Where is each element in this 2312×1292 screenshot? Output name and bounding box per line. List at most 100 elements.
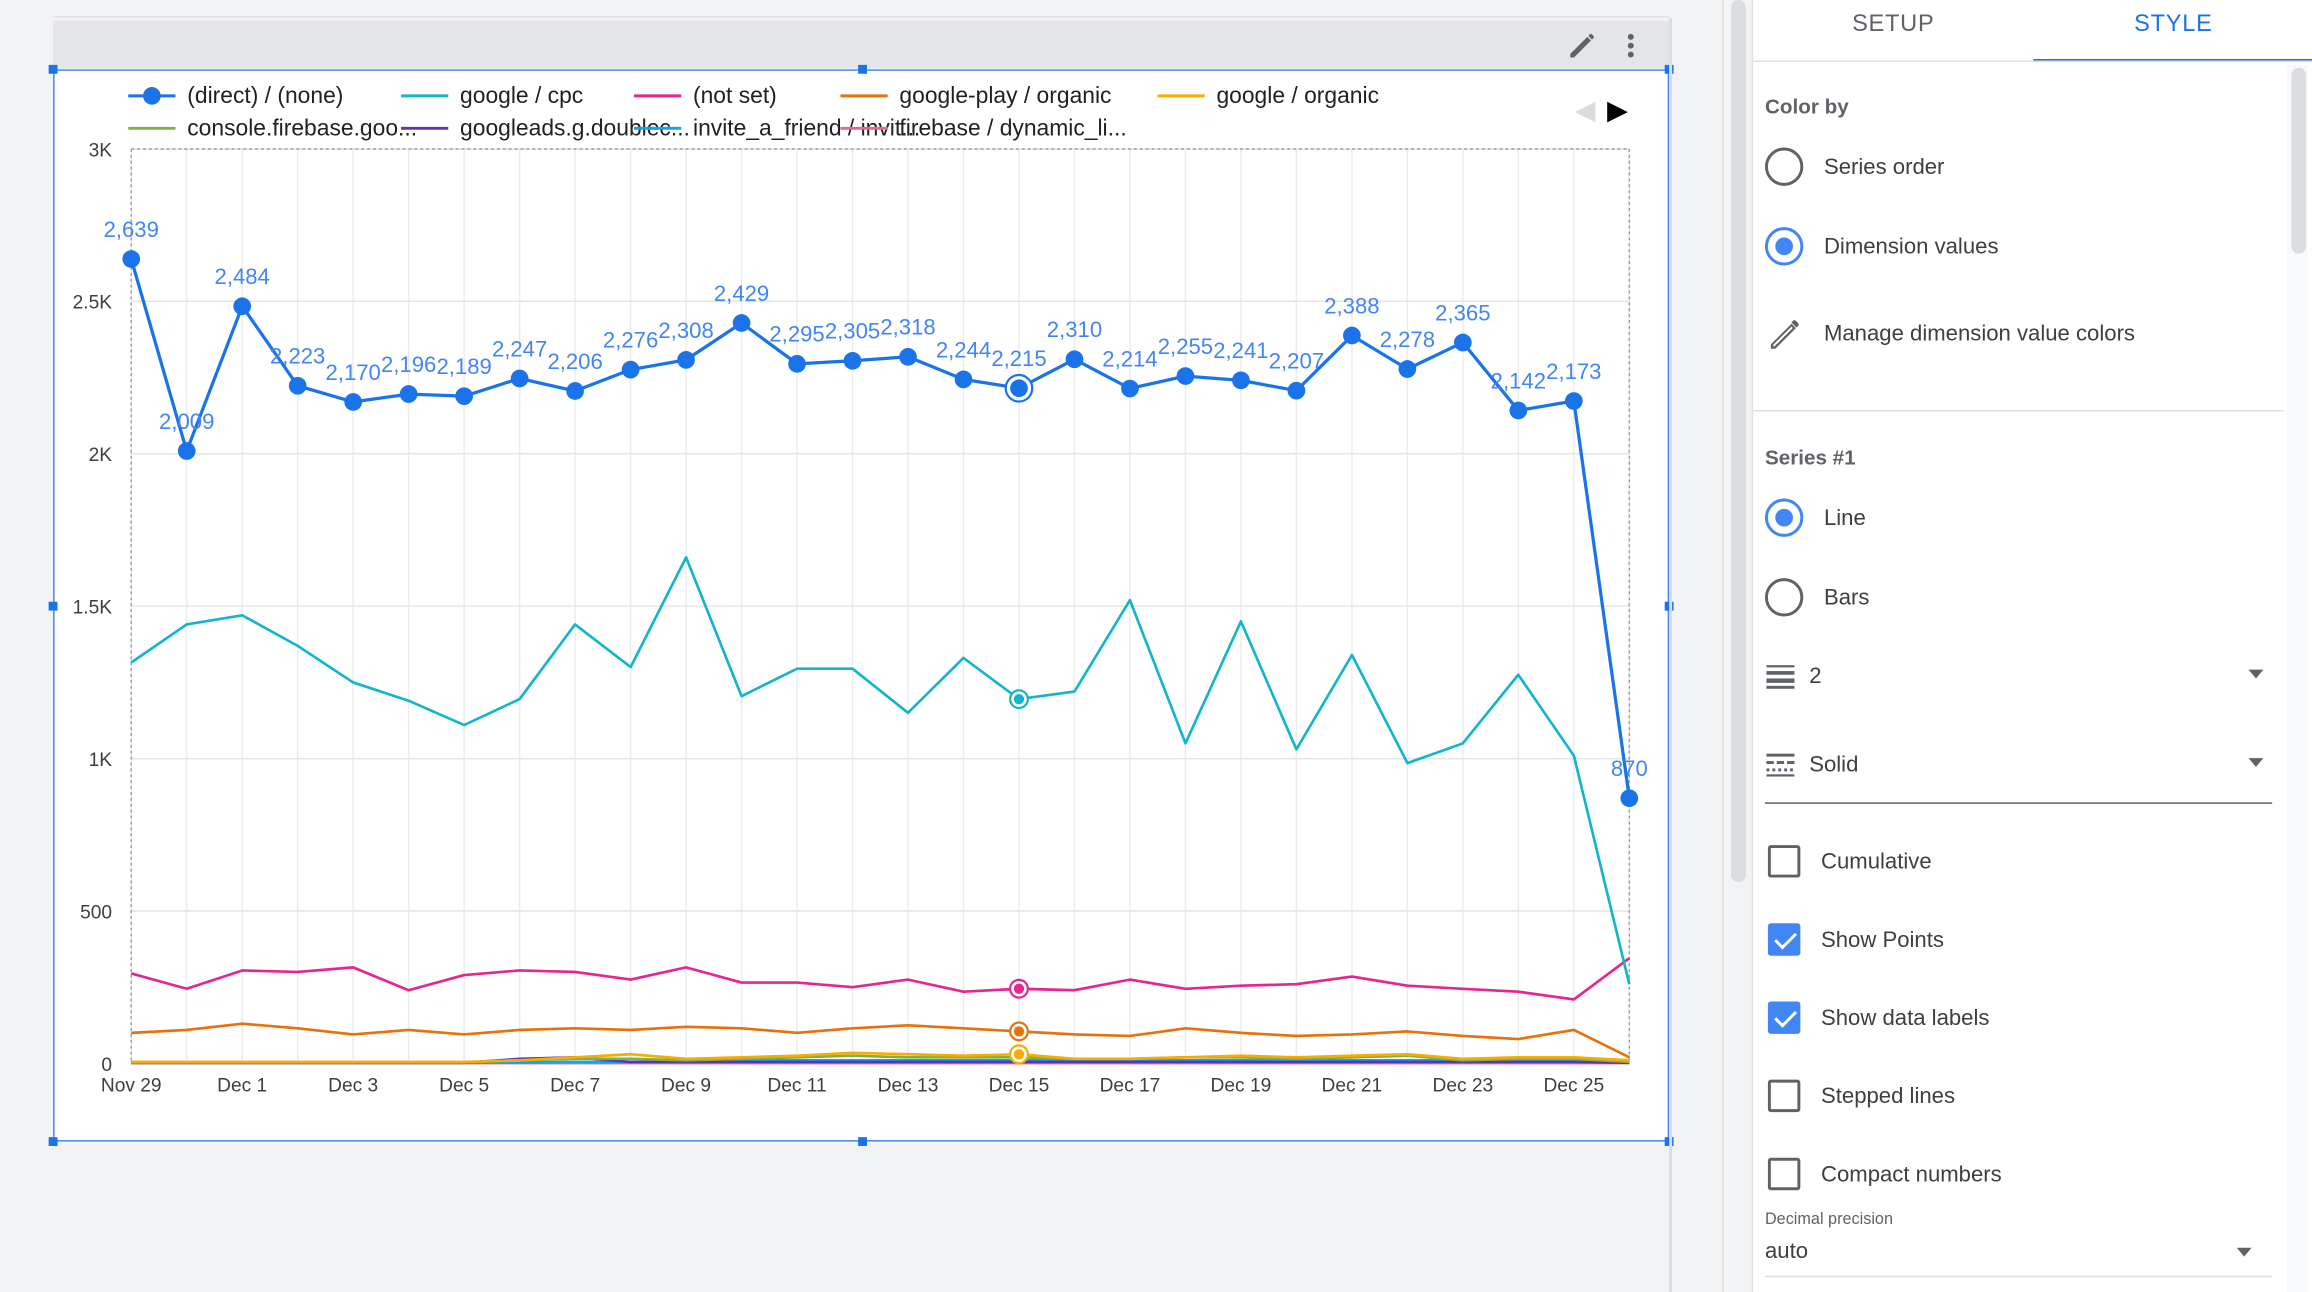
data-point <box>566 382 584 400</box>
resize-handle-top-left[interactable] <box>48 64 58 74</box>
legend-label: (direct) / (none) <box>187 82 343 108</box>
data-label: 2,241 <box>1213 338 1268 363</box>
x-tick-label: Dec 9 <box>661 1075 711 1096</box>
hover-marker-dot <box>1013 1049 1025 1060</box>
chart-svg: 0 500 1K 1.5K 2K 2.5K 3K Nov 29 Dec 1 Dec 3 Dec 5 D… <box>73 82 1648 1096</box>
legend-label: console.firebase.goo... <box>187 115 417 141</box>
chart-header-bar <box>53 20 1670 68</box>
radio-button[interactable] <box>1764 147 1804 186</box>
color-by-dimension-values-option[interactable]: Dimension values <box>1764 224 1999 268</box>
y-tick-label: 1.5K <box>73 598 113 619</box>
checkbox-checked[interactable] <box>1767 923 1801 956</box>
more-vert-icon[interactable] <box>1615 29 1647 61</box>
radio-button-selected[interactable] <box>1764 227 1804 266</box>
data-label: 2,206 <box>547 349 602 374</box>
checkbox[interactable] <box>1767 1079 1801 1113</box>
x-tick-label: Dec 7 <box>550 1075 600 1096</box>
series-line-option[interactable]: Line <box>1764 496 1866 540</box>
data-label: 2,318 <box>880 315 935 340</box>
panel-scrollbar-thumb[interactable] <box>2291 67 2307 254</box>
legend-label: google-play / organic <box>899 82 1111 108</box>
data-point <box>954 370 973 389</box>
y-tick-label: 3K <box>89 140 113 161</box>
data-point <box>1232 371 1250 390</box>
x-tick-label: Dec 3 <box>328 1075 378 1096</box>
pencil-icon[interactable] <box>1566 29 1598 61</box>
data-point <box>510 369 529 388</box>
data-label: 2,429 <box>714 281 769 306</box>
hover-marker-dot <box>1013 983 1025 994</box>
select-underline <box>1764 1275 2273 1278</box>
series-line <box>129 258 1631 799</box>
radio-button[interactable] <box>1764 578 1804 617</box>
decimal-precision-select[interactable]: auto <box>1753 1227 2260 1274</box>
compact-numbers-checkbox-row[interactable]: Compact numbers <box>1765 1152 2002 1196</box>
triangle-right-icon <box>1607 101 1628 123</box>
checkbox-label: Stepped lines <box>1820 1083 1956 1109</box>
canvas-scrollbar-thumb[interactable] <box>1731 0 1746 882</box>
data-point <box>1010 379 1028 398</box>
resize-handle-bottom-left[interactable] <box>48 1137 58 1146</box>
radio-button-selected[interactable] <box>1764 498 1804 537</box>
data-point <box>1121 379 1139 398</box>
manage-dimension-colors-link[interactable]: Manage dimension value colors <box>1765 311 2135 355</box>
data-point <box>1398 360 1417 378</box>
checkbox-label: Show Points <box>1820 926 1944 953</box>
data-point <box>1176 367 1195 385</box>
time-series-chart[interactable]: 0 500 1K 1.5K 2K 2.5K 3K Nov 29 Dec 1 Dec 3 Dec 5 D… <box>53 69 1670 1142</box>
series-1-title: Series #1 <box>1764 445 1856 470</box>
canvas-boundary <box>1669 17 1673 1292</box>
y-tick-label: 500 <box>80 902 112 923</box>
data-point <box>1564 392 1583 410</box>
tab-style[interactable]: STYLE <box>2033 0 2312 62</box>
data-label: 2,305 <box>825 319 880 344</box>
data-point <box>1454 333 1472 352</box>
data-label: 2,207 <box>1269 349 1324 374</box>
data-point <box>233 297 252 316</box>
resize-handle-top[interactable] <box>858 64 867 74</box>
hover-marker-dot <box>1013 1026 1025 1037</box>
properties-panel: SETUP STYLE Color by Series order Dimens… <box>1751 0 2312 1292</box>
resize-handle-left[interactable] <box>48 601 58 611</box>
x-tick-label: Dec 1 <box>217 1075 267 1096</box>
data-point <box>288 376 307 395</box>
stepped-lines-checkbox-row[interactable]: Stepped lines <box>1765 1074 1955 1118</box>
checkbox[interactable] <box>1767 1157 1801 1191</box>
select-underline <box>1764 802 2273 804</box>
data-label: 2,009 <box>159 409 214 434</box>
tab-setup[interactable]: SETUP <box>1852 11 1935 37</box>
manage-colors-label: Manage dimension value colors <box>1823 320 2135 346</box>
data-point <box>1065 350 1084 369</box>
y-tick-label: 1K <box>89 750 113 771</box>
data-label: 2,310 <box>1047 317 1102 342</box>
series-bars-option[interactable]: Bars <box>1764 575 1869 619</box>
panel-scrollbar[interactable] <box>2286 64 2308 1292</box>
line-weight-select[interactable]: 2 <box>1765 649 2272 702</box>
cumulative-checkbox-row[interactable]: Cumulative <box>1765 839 1932 883</box>
triangle-left-icon <box>1574 101 1596 123</box>
series-line <box>131 1051 1630 1064</box>
data-label: 2,196 <box>381 352 436 377</box>
data-label: 2,639 <box>104 217 159 242</box>
data-point <box>344 393 363 411</box>
line-style-icon <box>1766 753 1795 777</box>
data-label: 2,388 <box>1324 293 1379 318</box>
x-tick-label: Dec 17 <box>1100 1075 1161 1096</box>
show-data-labels-checkbox-row[interactable]: Show data labels <box>1765 996 1989 1040</box>
checkbox[interactable] <box>1767 845 1801 878</box>
checkbox-label: Cumulative <box>1820 848 1932 874</box>
x-tick-label: Nov 29 <box>101 1075 162 1096</box>
checkbox-checked[interactable] <box>1767 1001 1801 1034</box>
data-label: 2,214 <box>1102 346 1157 371</box>
show-points-checkbox-row[interactable]: Show Points <box>1765 917 1944 961</box>
pencil-icon <box>1770 320 1799 349</box>
resize-handle-bottom[interactable] <box>858 1137 867 1146</box>
data-point <box>843 351 862 370</box>
legend-label: firebase / dynamic_li... <box>899 115 1126 141</box>
line-style-select[interactable]: Solid <box>1765 737 2272 790</box>
data-point <box>677 351 695 369</box>
dropdown-arrow-icon <box>2248 758 2264 767</box>
data-label: 2,365 <box>1435 300 1490 325</box>
color-by-series-order-option[interactable]: Series order <box>1764 145 1944 189</box>
data-point <box>621 360 640 379</box>
